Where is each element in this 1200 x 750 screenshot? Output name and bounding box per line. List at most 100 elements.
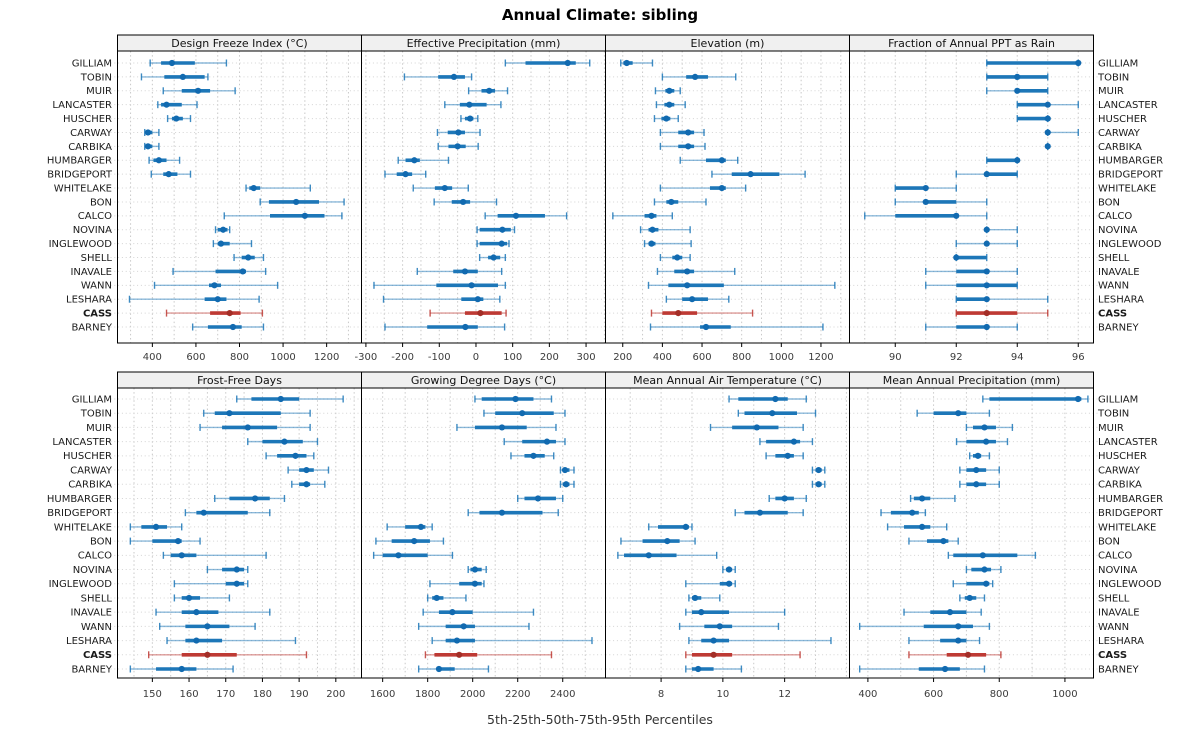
median-dot xyxy=(303,481,310,488)
axis-tick-label: 300 xyxy=(577,352,596,363)
axis-tick-label: 800 xyxy=(230,352,249,363)
percentile-row-cass xyxy=(650,309,754,317)
axis-tick-label: 400 xyxy=(653,352,672,363)
median-dot xyxy=(698,609,705,616)
percentile-row-inglewood xyxy=(952,580,994,588)
percentile-row-whitelake xyxy=(412,184,469,192)
percentile-row-leshara xyxy=(955,295,1049,303)
axis-tick-label: 96 xyxy=(1072,352,1085,363)
panel-title: Mean Annual Air Temperature (°C) xyxy=(633,374,822,387)
percentile-row-leshara xyxy=(128,295,260,303)
percentile-row-carbika xyxy=(659,142,706,150)
station-label-left: CARBIKA xyxy=(68,480,112,491)
percentile-row-bon xyxy=(894,198,988,206)
median-dot xyxy=(718,184,725,192)
median-dot xyxy=(663,115,670,122)
median-dot xyxy=(435,665,443,673)
median-dot xyxy=(144,143,152,150)
median-dot xyxy=(964,651,972,658)
station-label-right: WHITELAKE xyxy=(1098,183,1156,194)
panel-background xyxy=(849,388,1094,678)
percentile-row-calco xyxy=(372,551,454,559)
median-dot xyxy=(460,623,467,630)
percentile-row-wann xyxy=(925,281,1018,289)
percentile-row-humbarger xyxy=(986,156,1021,164)
median-dot xyxy=(756,509,764,516)
median-dot xyxy=(226,310,233,317)
median-dot xyxy=(983,226,990,233)
station-label-right: LANCASTER xyxy=(1098,437,1158,448)
panel-strip xyxy=(849,34,1094,52)
station-label-left: WHITELAKE xyxy=(54,183,112,194)
percentile-row-carbika xyxy=(437,142,479,150)
percentile-row-inglewood xyxy=(643,240,692,248)
median-dot xyxy=(784,452,791,459)
station-label-left: INGLEWOOD xyxy=(49,239,113,250)
median-dot xyxy=(204,651,211,658)
median-dot xyxy=(200,509,207,516)
median-dot xyxy=(689,296,696,303)
percentile-row-wann xyxy=(647,281,836,289)
median-dot xyxy=(1044,115,1051,122)
panel-background xyxy=(605,51,850,343)
percentile-row-wann xyxy=(153,281,279,289)
median-dot xyxy=(623,59,630,67)
median-dot xyxy=(450,73,458,80)
percentile-row-bon xyxy=(129,537,201,545)
median-dot xyxy=(281,438,288,445)
percentile-row-huscher xyxy=(166,115,192,123)
median-dot xyxy=(955,623,962,630)
median-dot xyxy=(455,129,462,136)
percentile-row-whitelake xyxy=(386,523,433,531)
panel-title: Elevation (m) xyxy=(691,37,765,50)
percentile-row-bridgeport xyxy=(711,170,806,178)
axis-tick-label: 2000 xyxy=(460,689,485,700)
station-label-left: CASS xyxy=(83,309,112,320)
percentile-row-tobin xyxy=(916,409,991,417)
median-dot xyxy=(498,509,506,516)
median-dot xyxy=(941,665,949,673)
percentile-row-inglewood xyxy=(173,580,249,588)
median-dot xyxy=(718,157,725,164)
station-label-left: HUMBARGER xyxy=(47,156,112,167)
station-label-right: INGLEWOOD xyxy=(1098,579,1162,590)
percentile-row-cass xyxy=(685,651,801,659)
station-label-right: SHELL xyxy=(1098,593,1130,604)
axis-tick-label: 10 xyxy=(716,689,729,700)
percentile-row-inglewood xyxy=(685,580,736,588)
percentile-row-lancaster xyxy=(955,438,1009,446)
percentile-row-bridgeport xyxy=(734,509,804,517)
median-dot xyxy=(144,129,152,136)
median-dot xyxy=(716,623,723,630)
station-label-left: WANN xyxy=(81,622,112,633)
percentile-row-barney xyxy=(417,665,490,673)
median-dot xyxy=(675,310,682,317)
percentile-row-inglewood xyxy=(429,580,485,588)
station-label-right: HUMBARGER xyxy=(1098,156,1163,167)
station-label-left: LANCASTER xyxy=(52,437,112,448)
panel-title: Design Freeze Index (°C) xyxy=(171,37,307,50)
axis-tick-label: 600 xyxy=(924,689,943,700)
station-label-left: BRIDGEPORT xyxy=(47,508,113,519)
median-dot xyxy=(561,466,569,474)
panel-title: Fraction of Annual PPT as Rain xyxy=(888,37,1055,50)
median-dot xyxy=(1074,395,1082,403)
panel-title: Effective Precipitation (mm) xyxy=(407,37,561,50)
median-dot xyxy=(1014,157,1021,164)
median-dot xyxy=(441,184,448,192)
percentile-row-carway xyxy=(287,466,330,474)
median-dot xyxy=(684,268,691,275)
median-dot xyxy=(953,212,960,219)
percentile-row-carbika xyxy=(559,480,575,488)
station-label-left: BARNEY xyxy=(71,322,112,333)
percentile-row-lancaster xyxy=(503,438,566,446)
station-label-right: SHELL xyxy=(1098,253,1130,264)
median-dot xyxy=(163,101,170,108)
percentile-row-wann xyxy=(158,622,256,630)
percentile-row-barney xyxy=(925,323,1018,331)
median-dot xyxy=(682,523,689,530)
median-dot xyxy=(244,424,251,431)
median-dot xyxy=(710,651,717,658)
percentile-row-calco xyxy=(947,551,1037,559)
percentile-row-carbika xyxy=(1044,142,1051,150)
